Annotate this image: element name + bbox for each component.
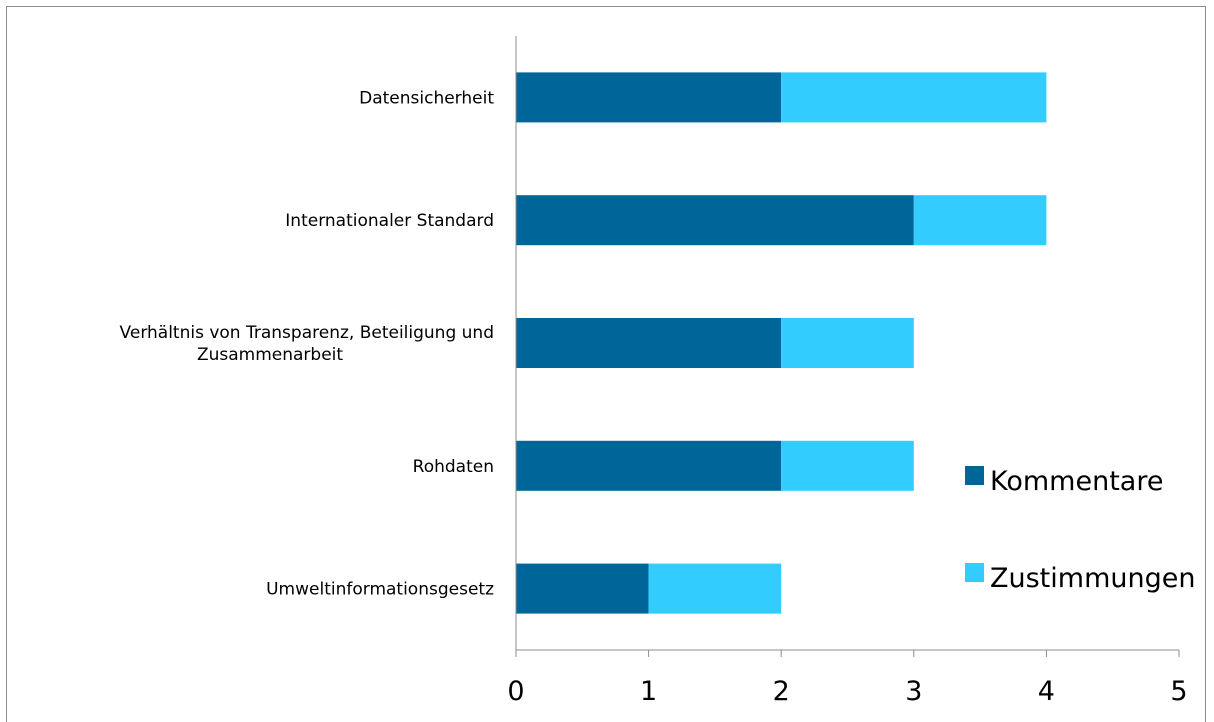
legend-swatch-kommentare: [965, 466, 984, 485]
x-tick-labels: 0 1 2 3 4 5: [507, 676, 1187, 707]
bar-zustimmungen-4: [648, 563, 782, 614]
x-tick-label: 4: [1038, 676, 1055, 707]
x-tick-label: 5: [1170, 676, 1187, 707]
category-label: Rohdaten: [413, 457, 494, 477]
category-label: Zusammenarbeit: [197, 345, 343, 365]
bar-zustimmungen-2: [781, 318, 914, 368]
bars-group: [516, 72, 1047, 614]
bar-kommentare-2: [516, 318, 782, 368]
bar-zustimmungen-0: [781, 72, 1047, 123]
legend-swatch-zustimmungen: [965, 563, 984, 582]
bar-kommentare-1: [516, 195, 914, 246]
axes-group: [515, 36, 1180, 657]
category-label: Internationaler Standard: [285, 211, 494, 231]
bar-kommentare-4: [516, 563, 649, 614]
x-tick-label: 0: [507, 676, 524, 707]
bar-zustimmungen-3: [781, 440, 914, 491]
category-labels: Datensicherheit Internationaler Standard V…: [120, 88, 495, 599]
legend-label-zustimmungen: Zustimmungen: [990, 563, 1195, 594]
x-tick-label: 3: [905, 676, 922, 707]
x-tick-label: 1: [640, 676, 657, 707]
x-tick-label: 2: [773, 676, 790, 707]
bar-kommentare-0: [516, 72, 782, 123]
bar-zustimmungen-1: [913, 195, 1047, 246]
category-label: Verhältnis von Transparenz, Beteiligung …: [120, 323, 494, 343]
bar-kommentare-3: [516, 440, 782, 491]
legend-label-kommentare: Kommentare: [990, 466, 1163, 497]
category-label: Datensicherheit: [359, 88, 494, 108]
category-label: Umweltinformationsgesetz: [266, 580, 494, 600]
legend: Kommentare Zustimmungen: [965, 466, 1195, 594]
